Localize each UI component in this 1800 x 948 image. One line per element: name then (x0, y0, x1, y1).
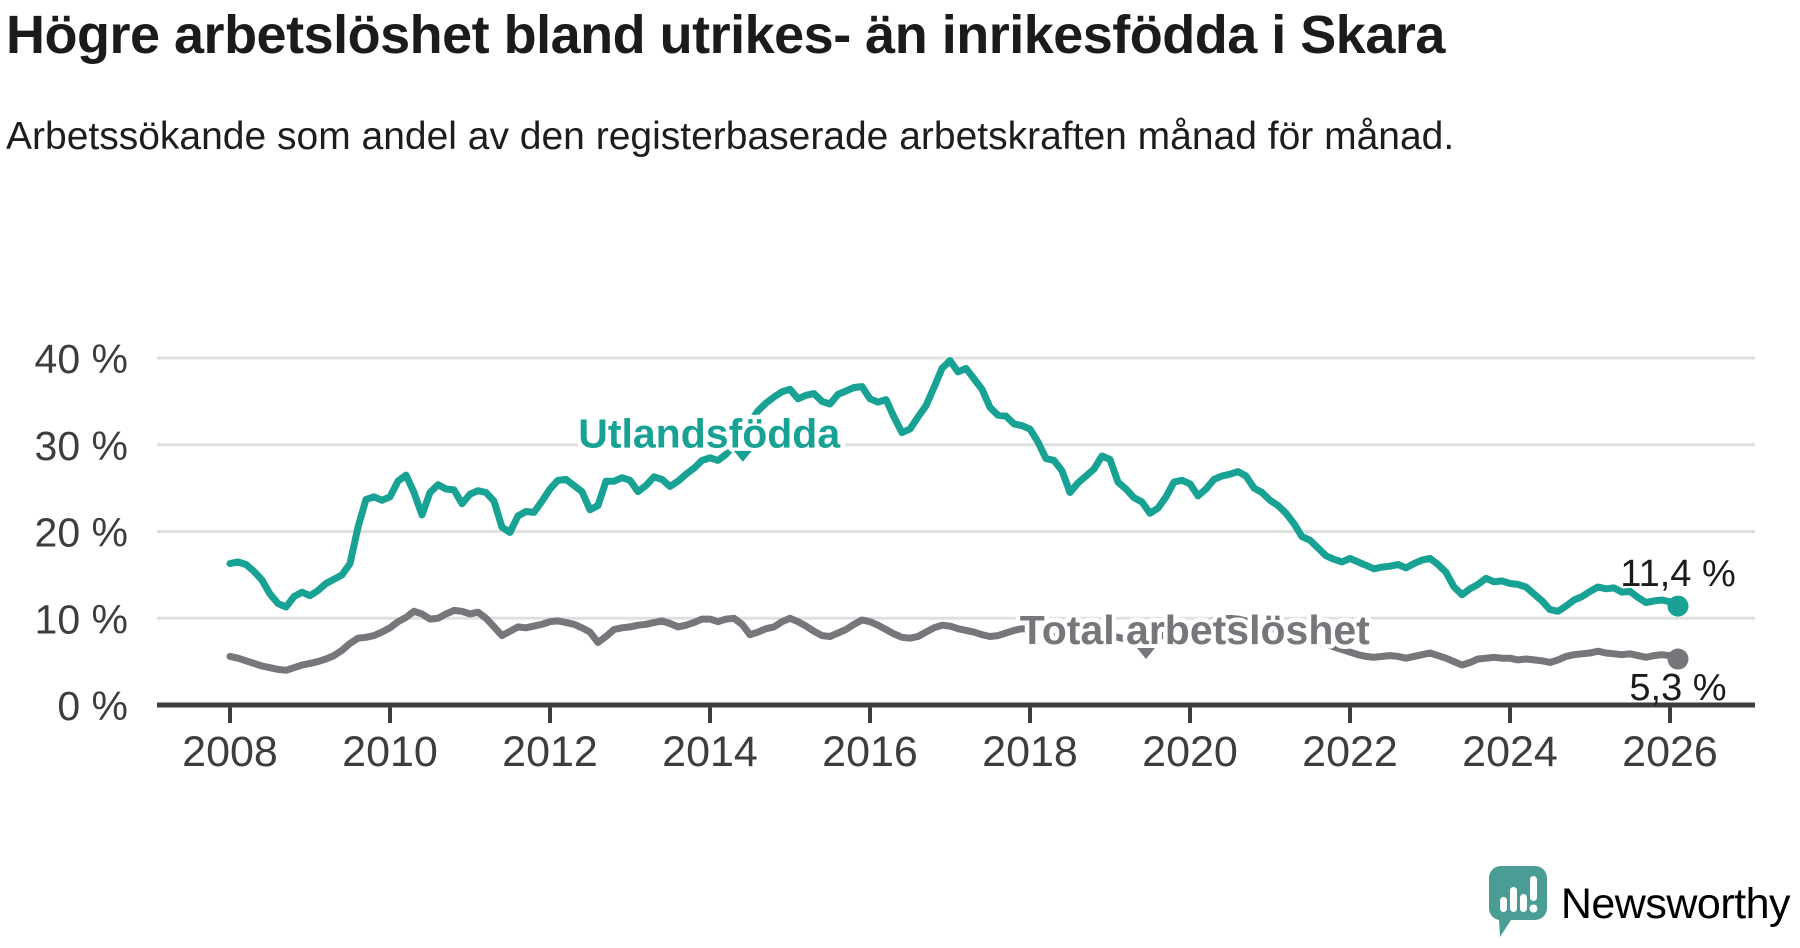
x-tick-label-2026: 2026 (1622, 728, 1718, 776)
end-value-label-total: 5,3 % (1629, 667, 1726, 709)
series-label-caret-total (1137, 647, 1155, 659)
series-label-foreign_born: Utlandsfödda (578, 411, 841, 457)
x-tick-label-2016: 2016 (822, 728, 918, 776)
page-title: Högre arbetslöshet bland utrikes- än inr… (6, 5, 1445, 65)
x-tick-label-2010: 2010 (342, 728, 438, 776)
y-tick-label-10: 10 % (35, 596, 128, 642)
series-end-dot-foreign_born (1667, 595, 1689, 617)
page-subtitle: Arbetssökande som andel av den registerb… (6, 115, 1455, 159)
x-tick-label-2024: 2024 (1462, 728, 1558, 776)
y-tick-label-0: 0 % (57, 683, 128, 729)
newsworthy-bubble-icon (1488, 866, 1547, 937)
x-tick-label-2014: 2014 (662, 728, 758, 776)
newsworthy-logo-text: Newsworthy (1560, 879, 1791, 928)
x-tick-label-2012: 2012 (502, 728, 598, 776)
newsworthy-logo: Newsworthy (1488, 866, 1791, 942)
chart-header: Högre arbetslöshet bland utrikes- än inr… (6, 4, 1786, 163)
y-tick-label-30: 30 % (35, 423, 128, 469)
series-label-caret-foreign_born (733, 450, 752, 462)
x-tick-label-2018: 2018 (982, 728, 1078, 776)
x-tick-label-2020: 2020 (1142, 728, 1238, 776)
end-value-label-foreign_born: 11,4 % (1620, 553, 1735, 595)
series-line-total (226, 606, 1682, 674)
x-tick-label-2008: 2008 (182, 728, 278, 776)
series-label-total: Total arbetslöshet (1020, 607, 1370, 653)
y-tick-label-20: 20 % (35, 510, 128, 556)
series-end-dot-total (1667, 648, 1689, 670)
series-line-foreign_born (226, 357, 1682, 615)
y-tick-label-40: 40 % (35, 336, 128, 382)
x-tick-label-2022: 2022 (1302, 728, 1398, 776)
